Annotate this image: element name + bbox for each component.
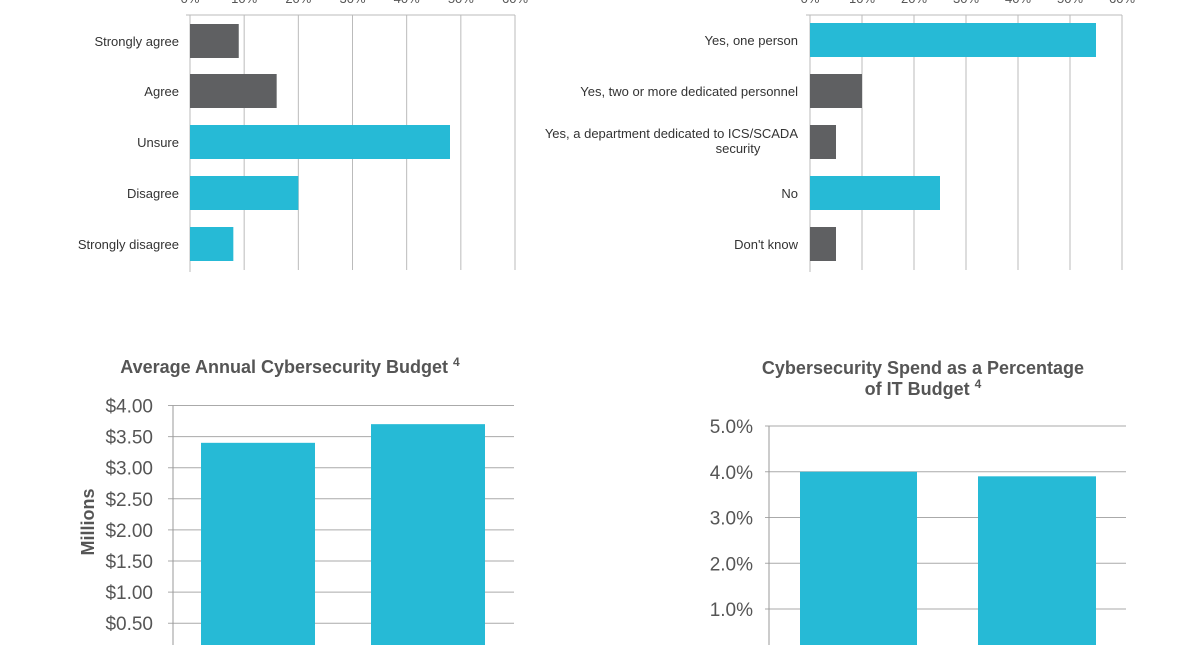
agreement-xtick-label: 10% [231, 0, 257, 6]
agreement-category-label: Strongly disagree [78, 237, 179, 252]
spend-pct-title: Cybersecurity Spend as a Percentage of IT… [762, 358, 1084, 399]
personnel-xtick-label: 40% [1005, 0, 1031, 6]
agreement-xtick-label: 40% [394, 0, 420, 6]
spend-pct-bar [978, 476, 1096, 645]
spend-pct-bar [800, 471, 917, 645]
spend-pct-ytick-label: 4.0% [710, 463, 753, 484]
personnel-bar [810, 125, 836, 159]
personnel-category-label: Yes, two or more dedicated personnel [580, 84, 798, 99]
budget-ytick-label: $4.00 [105, 397, 153, 418]
agreement-bar [190, 176, 299, 210]
spend-pct-chart: 1.0% 2.0% 3.0% 4.0% 5.0% Cybersecurity Spend … [710, 358, 1126, 645]
spend-pct-ytick-label: 1.0% [710, 600, 753, 621]
personnel-xtick-label: 30% [953, 0, 979, 6]
personnel-bar [810, 227, 836, 261]
agreement-xtick-label: 60% [502, 0, 528, 6]
agreement-category-label: Disagree [127, 186, 179, 201]
agreement-chart: 0% 10% 20% 30% 40% 50% 60% Strongly agree Agree U… [78, 0, 528, 272]
personnel-bar [810, 23, 1096, 57]
agreement-category-label: Strongly agree [94, 34, 179, 49]
spend-pct-ytick-label: 5.0% [710, 417, 753, 438]
budget-title: Average Annual Cybersecurity Budget 4 [120, 355, 460, 377]
personnel-xtick-label: 50% [1057, 0, 1083, 6]
spend-pct-ytick-label: 2.0% [710, 554, 753, 575]
budget-ytick-label: $2.50 [105, 490, 153, 511]
budget-ytick-label: $0.50 [105, 614, 153, 635]
agreement-bar [190, 227, 234, 261]
agreement-xtick-label: 50% [448, 0, 474, 6]
budget-ytick-label: $3.00 [105, 459, 153, 480]
agreement-xtick-label: 0% [181, 0, 200, 6]
budget-ylabel: Millions [78, 489, 98, 556]
budget-ytick-label: $2.00 [105, 521, 153, 542]
personnel-bar [810, 74, 862, 108]
personnel-category-label: Yes, one person [705, 33, 798, 48]
personnel-chart: 0% 10% 20% 30% 40% 50% 60% Yes, one person Yes, … [545, 0, 1135, 272]
personnel-category-label: No [781, 186, 798, 201]
spend-pct-ytick-label: 3.0% [710, 509, 753, 530]
personnel-xtick-label: 0% [801, 0, 820, 6]
agreement-bar [190, 74, 277, 108]
budget-bar [371, 424, 485, 645]
personnel-category-label: Don't know [734, 237, 799, 252]
agreement-bar [190, 24, 239, 58]
budget-ytick-label: $3.50 [105, 428, 153, 449]
agreement-xtick-label: 20% [285, 0, 311, 6]
agreement-xtick-label: 30% [339, 0, 365, 6]
budget-ytick-label: $1.50 [105, 552, 153, 573]
agreement-bar [190, 125, 450, 159]
budget-ytick-label: $1.00 [105, 583, 153, 604]
agreement-category-label: Unsure [137, 135, 179, 150]
personnel-xtick-label: 60% [1109, 0, 1135, 6]
personnel-xtick-label: 10% [849, 0, 875, 6]
budget-chart: $0.50 $1.00 $1.50 $2.00 $2.50 $3.00 $3.50 $4.00… [78, 355, 514, 645]
budget-bar [201, 442, 315, 645]
personnel-bar [810, 176, 940, 210]
agreement-category-label: Agree [144, 84, 179, 99]
personnel-xtick-label: 20% [901, 0, 927, 6]
personnel-category-label: Yes, a department dedicated to ICS/SCADA… [545, 126, 798, 156]
